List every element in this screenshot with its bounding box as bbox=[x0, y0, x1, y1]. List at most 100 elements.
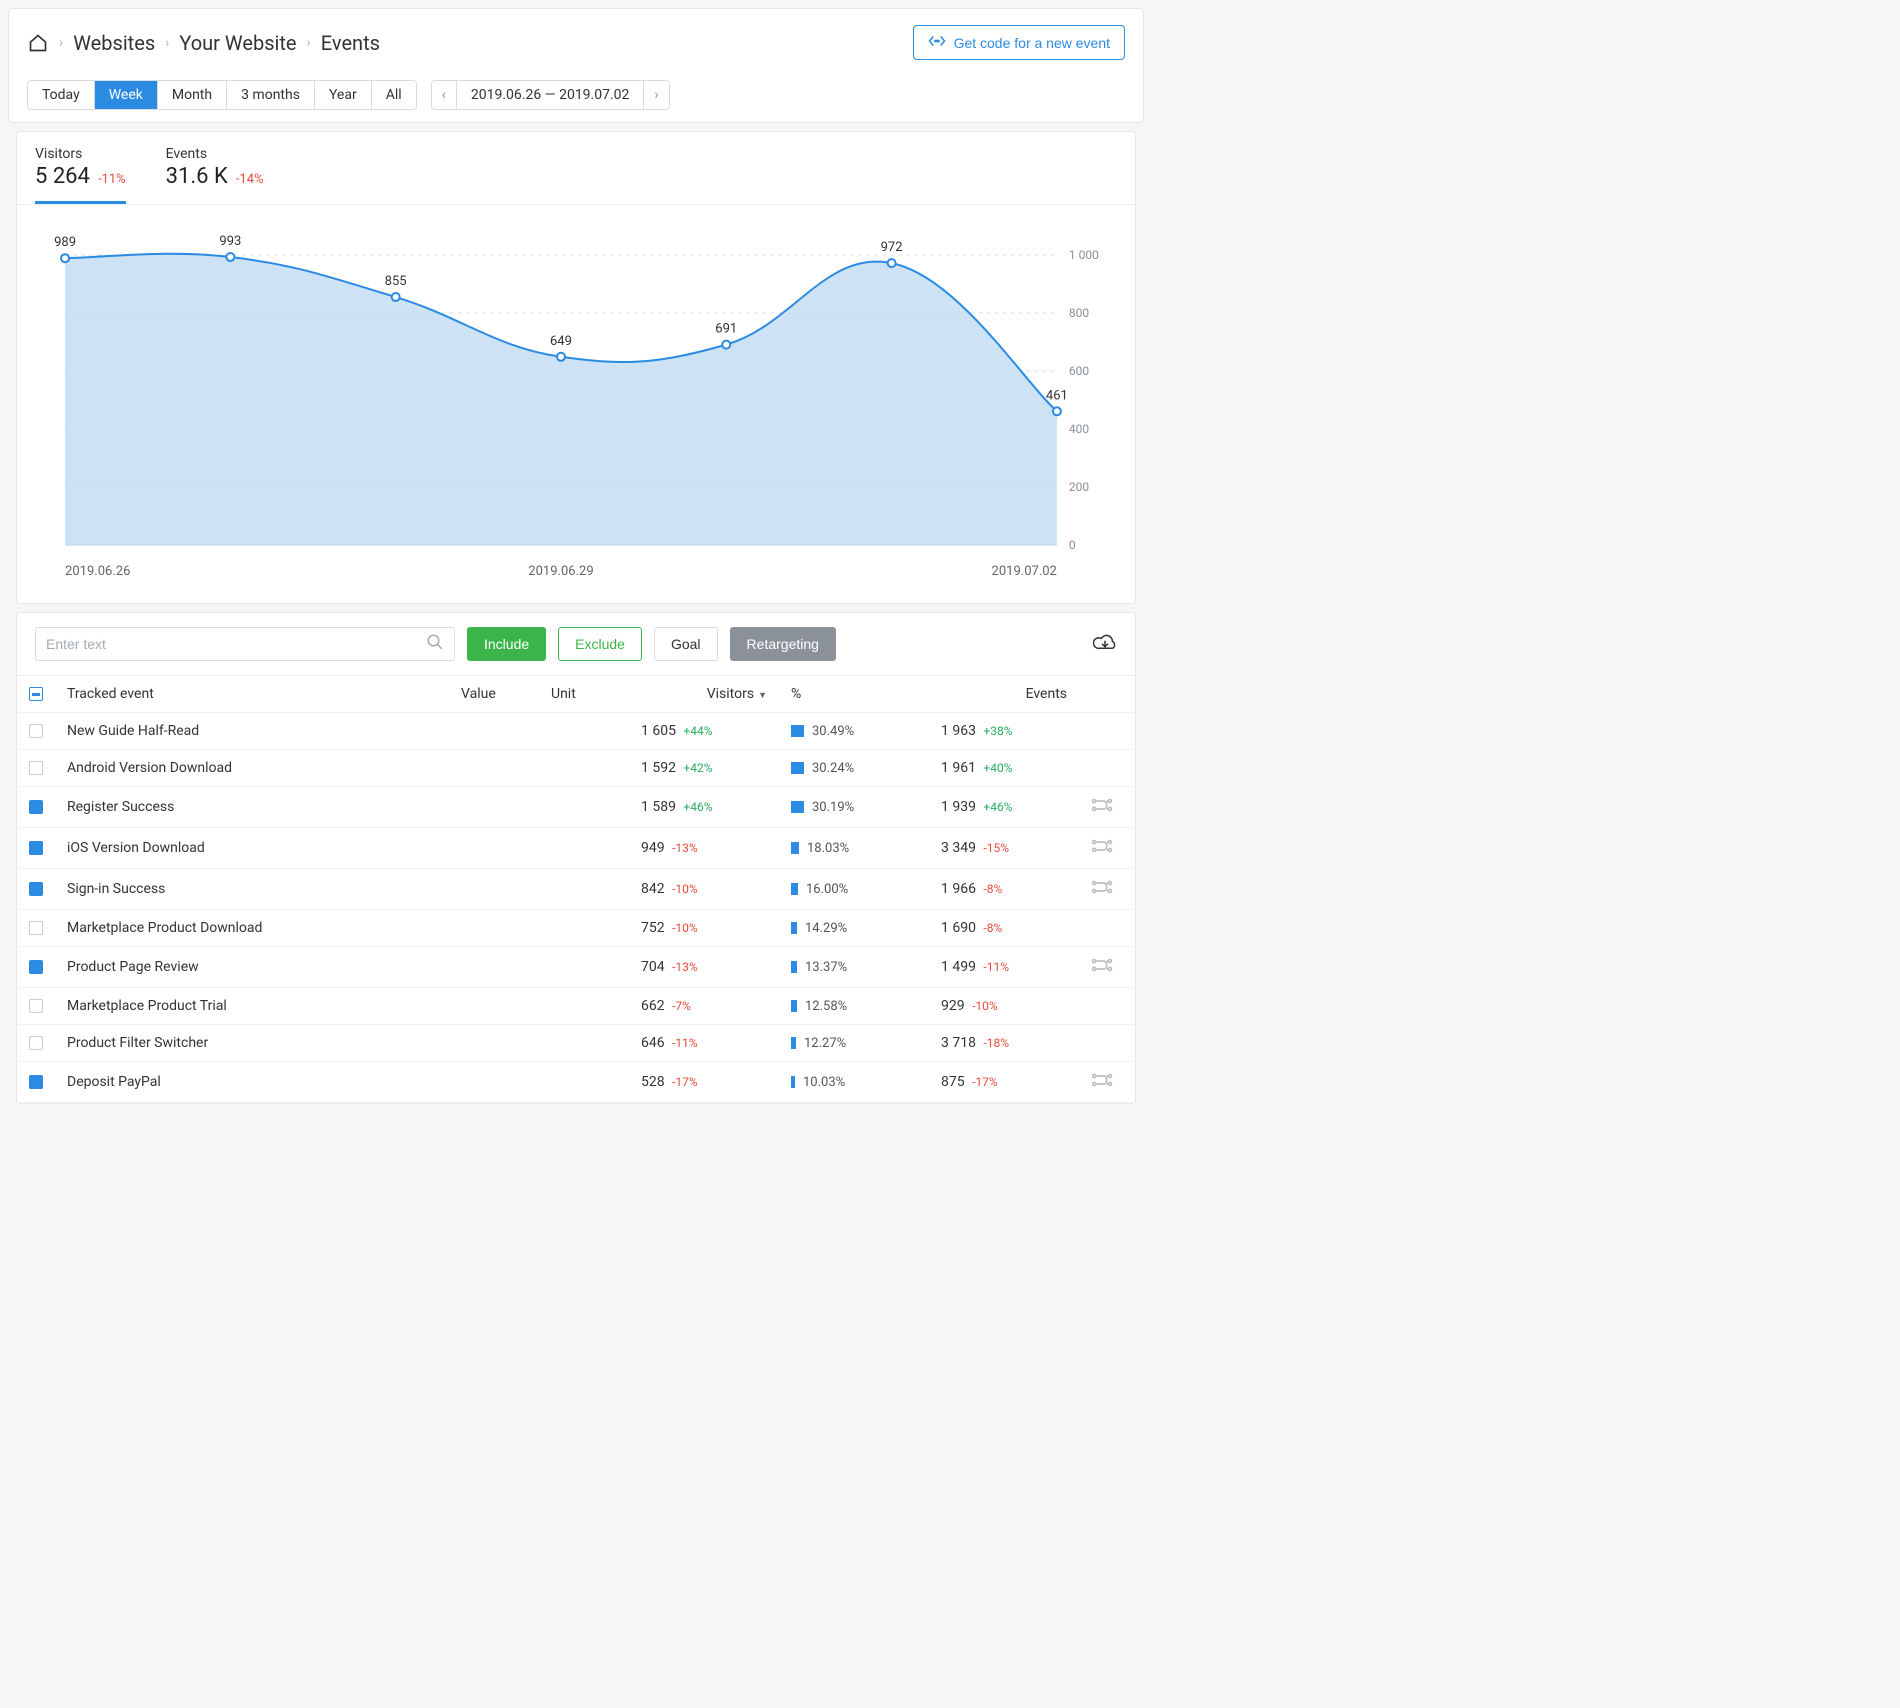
metric-tab[interactable]: Events31.6 K-14% bbox=[166, 146, 264, 204]
event-value bbox=[449, 869, 539, 910]
breadcrumb-item[interactable]: Events bbox=[321, 31, 380, 55]
row-checkbox[interactable] bbox=[29, 800, 43, 814]
breadcrumb-item[interactable]: Websites bbox=[73, 31, 155, 55]
breadcrumb-sep: › bbox=[165, 35, 169, 51]
row-checkbox[interactable] bbox=[29, 761, 43, 775]
column-select-all[interactable] bbox=[17, 676, 55, 713]
event-percent: 12.27% bbox=[779, 1025, 929, 1062]
event-unit bbox=[539, 910, 629, 947]
column-value[interactable]: Value bbox=[449, 676, 539, 713]
event-events: 3 718 -18% bbox=[929, 1025, 1079, 1062]
event-value bbox=[449, 910, 539, 947]
goal-button[interactable]: Goal bbox=[654, 627, 718, 661]
row-action-icon bbox=[1079, 713, 1135, 750]
row-checkbox[interactable] bbox=[29, 921, 43, 935]
event-percent: 16.00% bbox=[779, 869, 929, 910]
svg-text:1 000: 1 000 bbox=[1069, 248, 1099, 262]
column-events[interactable]: Events bbox=[929, 676, 1079, 713]
range-tabs: TodayWeekMonth3 monthsYearAll bbox=[27, 80, 417, 110]
date-range-label[interactable]: 2019.06.26 — 2019.07.02 bbox=[457, 81, 644, 109]
chart-card: Visitors5 264-11%Events31.6 K-14% 020040… bbox=[16, 131, 1136, 604]
event-value bbox=[449, 1062, 539, 1103]
breadcrumb-item[interactable]: Your Website bbox=[179, 31, 296, 55]
exclude-button[interactable]: Exclude bbox=[558, 627, 642, 661]
metric-value: 5 264 bbox=[35, 164, 90, 189]
event-unit bbox=[539, 787, 629, 828]
table-row[interactable]: Register Success1 589 +46%30.19%1 939 +4… bbox=[17, 787, 1135, 828]
date-next-button[interactable]: › bbox=[643, 81, 668, 109]
metric-tab[interactable]: Visitors5 264-11% bbox=[35, 146, 126, 204]
svg-text:800: 800 bbox=[1069, 306, 1090, 320]
column-visitors[interactable]: Visitors▼ bbox=[629, 676, 779, 713]
event-visitors: 528 -17% bbox=[629, 1062, 779, 1103]
table-row[interactable]: iOS Version Download949 -13%18.03%3 349 … bbox=[17, 828, 1135, 869]
search-box bbox=[35, 627, 455, 661]
get-code-button[interactable]: Get code for a new event bbox=[913, 25, 1125, 60]
column-percent[interactable]: % bbox=[779, 676, 929, 713]
event-events: 929 -10% bbox=[929, 988, 1079, 1025]
table-row[interactable]: Product Filter Switcher646 -11%12.27%3 7… bbox=[17, 1025, 1135, 1062]
column-unit[interactable]: Unit bbox=[539, 676, 629, 713]
events-table-card: Include Exclude Goal Retargeting Tracked… bbox=[16, 612, 1136, 1104]
table-row[interactable]: Product Page Review704 -13%13.37%1 499 -… bbox=[17, 947, 1135, 988]
column-event[interactable]: Tracked event bbox=[55, 676, 449, 713]
table-row[interactable]: Deposit PayPal528 -17%10.03%875 -17% bbox=[17, 1062, 1135, 1103]
metrics-row: Visitors5 264-11% Events31.6 K-14% bbox=[17, 132, 1135, 204]
table-row[interactable]: Marketplace Product Trial662 -7%12.58%92… bbox=[17, 988, 1135, 1025]
event-events: 1 690 -8% bbox=[929, 910, 1079, 947]
event-name: Register Success bbox=[55, 787, 449, 828]
breadcrumb-sep: › bbox=[59, 35, 63, 51]
event-unit bbox=[539, 869, 629, 910]
row-checkbox[interactable] bbox=[29, 841, 43, 855]
column-action bbox=[1079, 676, 1135, 713]
row-action-icon[interactable] bbox=[1079, 869, 1135, 910]
include-button[interactable]: Include bbox=[467, 627, 546, 661]
range-tab[interactable]: Month bbox=[158, 81, 227, 109]
sort-desc-icon: ▼ bbox=[758, 691, 767, 701]
table-row[interactable]: Marketplace Product Download752 -10%14.2… bbox=[17, 910, 1135, 947]
search-icon[interactable] bbox=[426, 633, 444, 655]
svg-text:989: 989 bbox=[54, 235, 76, 250]
row-action-icon[interactable] bbox=[1079, 787, 1135, 828]
table-row[interactable]: Android Version Download1 592 +42%30.24%… bbox=[17, 750, 1135, 787]
row-action-icon[interactable] bbox=[1079, 1062, 1135, 1103]
event-events: 1 961 +40% bbox=[929, 750, 1079, 787]
row-checkbox[interactable] bbox=[29, 882, 43, 896]
row-checkbox[interactable] bbox=[29, 724, 43, 738]
search-input[interactable] bbox=[46, 636, 426, 652]
event-unit bbox=[539, 750, 629, 787]
table-row[interactable]: New Guide Half-Read1 605 +44%30.49%1 963… bbox=[17, 713, 1135, 750]
event-unit bbox=[539, 713, 629, 750]
table-row[interactable]: Sign-in Success842 -10%16.00%1 966 -8% bbox=[17, 869, 1135, 910]
event-name: New Guide Half-Read bbox=[55, 713, 449, 750]
event-value bbox=[449, 828, 539, 869]
range-tab[interactable]: Today bbox=[28, 81, 95, 109]
event-visitors: 842 -10% bbox=[629, 869, 779, 910]
svg-text:2019.06.26: 2019.06.26 bbox=[65, 564, 130, 579]
row-checkbox[interactable] bbox=[29, 1036, 43, 1050]
svg-text:200: 200 bbox=[1069, 480, 1090, 494]
range-tab[interactable]: All bbox=[372, 81, 416, 109]
event-visitors: 646 -11% bbox=[629, 1025, 779, 1062]
events-table: Tracked event Value Unit Visitors▼ % Eve… bbox=[17, 675, 1135, 1103]
svg-text:855: 855 bbox=[385, 274, 407, 289]
row-action-icon[interactable] bbox=[1079, 947, 1135, 988]
metric-delta: -14% bbox=[236, 172, 264, 187]
svg-text:649: 649 bbox=[550, 334, 572, 349]
retargeting-button[interactable]: Retargeting bbox=[730, 627, 836, 661]
row-action-icon[interactable] bbox=[1079, 828, 1135, 869]
event-name: iOS Version Download bbox=[55, 828, 449, 869]
svg-text:2019.06.29: 2019.06.29 bbox=[528, 564, 593, 579]
row-checkbox[interactable] bbox=[29, 999, 43, 1013]
event-percent: 30.24% bbox=[779, 750, 929, 787]
range-tab[interactable]: Week bbox=[95, 81, 158, 109]
row-checkbox[interactable] bbox=[29, 960, 43, 974]
get-code-label: Get code for a new event bbox=[954, 35, 1110, 51]
range-tab[interactable]: Year bbox=[315, 81, 372, 109]
row-checkbox[interactable] bbox=[29, 1075, 43, 1089]
home-icon[interactable] bbox=[27, 32, 49, 54]
range-tab[interactable]: 3 months bbox=[227, 81, 315, 109]
date-prev-button[interactable]: ‹ bbox=[432, 81, 457, 109]
svg-text:600: 600 bbox=[1069, 364, 1090, 378]
download-icon[interactable] bbox=[1093, 632, 1117, 656]
